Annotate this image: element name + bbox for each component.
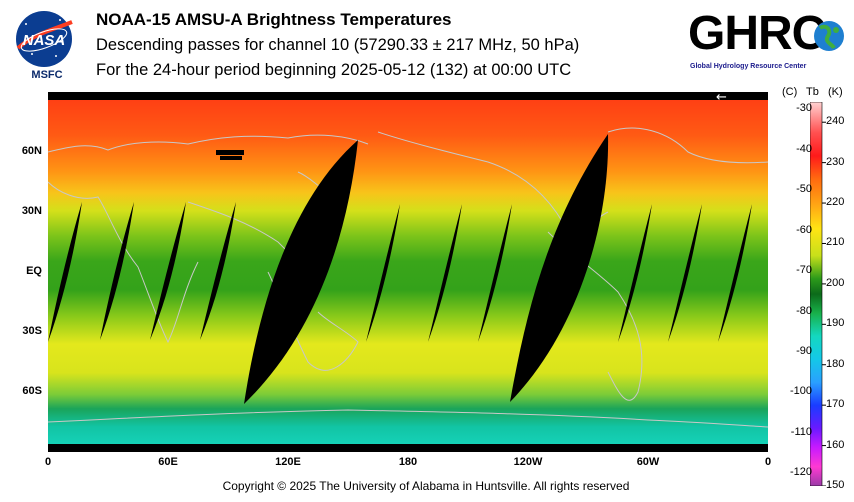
colorbar	[810, 102, 826, 486]
latitude-label: 30N	[21, 205, 42, 217]
colorbar-kelvin-tick: 230	[826, 155, 845, 168]
nasa-logo: NASA	[16, 11, 73, 67]
colorbar-kelvin-tick: 170	[826, 398, 845, 411]
colorbar-celsius-tick: -100	[789, 385, 812, 398]
colorbar-kelvin-tick: 240	[826, 115, 845, 128]
longitude-label: 120E	[275, 456, 301, 468]
colorbar-celsius-tick: -40	[796, 142, 812, 155]
nasa-logo-word: NASA	[23, 32, 66, 49]
chart-period: For the 24-hour period beginning 2025-05…	[96, 61, 572, 79]
colorbar-tb-header: Tb	[806, 86, 819, 98]
ghrc-tagline: Global Hydrology Resource Center	[690, 63, 807, 70]
chart-title: NOAA-15 AMSU-A Brightness Temperatures	[96, 10, 452, 29]
longitude-label: 180	[398, 456, 418, 468]
longitude-label: 0	[44, 456, 52, 468]
brightness-temperature-map: ←	[48, 92, 768, 452]
latitude-label: 30S	[22, 325, 42, 337]
colorbar-celsius-tick: -50	[796, 183, 812, 196]
colorbar-kelvin-tick: 190	[826, 317, 845, 330]
colorbar-celsius-tick: -30	[796, 102, 812, 115]
colorbar-celsius-tick: -90	[796, 345, 812, 357]
satellite-direction-arrow: ←	[716, 92, 727, 105]
longitude-label: 0	[764, 456, 772, 468]
temperature-field	[48, 92, 768, 452]
copyright-footer: Copyright © 2025 The University of Alaba…	[222, 479, 630, 493]
longitude-label: 60E	[158, 456, 178, 468]
colorbar-celsius-header: (C)	[782, 86, 798, 98]
colorbar-celsius-tick: -110	[790, 425, 812, 438]
colorbar-kelvin-tick: 160	[826, 438, 845, 451]
longitude-label: 120W	[513, 456, 543, 468]
colorbar-celsius-tick: -80	[796, 304, 812, 317]
longitude-label: 60W	[636, 456, 660, 468]
colorbar-kelvin-tick: 200	[826, 276, 845, 289]
colorbar-kelvin-tick: 150	[826, 479, 845, 491]
colorbar-kelvin-tick: 220	[826, 196, 845, 209]
coverage-gaps	[48, 134, 752, 404]
colorbar-kelvin-header: (K)	[828, 86, 843, 98]
msfc-label: MSFC	[31, 69, 63, 81]
colorbar-celsius-tick: -120	[789, 466, 812, 479]
latitude-label: 60S	[22, 385, 42, 397]
colorbar-celsius-tick: -70	[796, 264, 812, 277]
chart-subtitle: Descending passes for channel 10 (57290.…	[96, 36, 580, 54]
colorbar-kelvin-tick: 180	[826, 357, 845, 370]
no-data-band-bottom	[48, 444, 768, 452]
ghrc-logo-text: GHRC	[688, 7, 826, 60]
latitude-label: EQ	[26, 265, 42, 277]
colorbar-kelvin-tick: 210	[826, 236, 845, 249]
no-data-band-top	[48, 92, 768, 100]
colorbar-celsius-tick: -60	[796, 223, 812, 236]
ghrc-globe-icon	[814, 21, 844, 51]
latitude-label: 60N	[21, 145, 42, 157]
